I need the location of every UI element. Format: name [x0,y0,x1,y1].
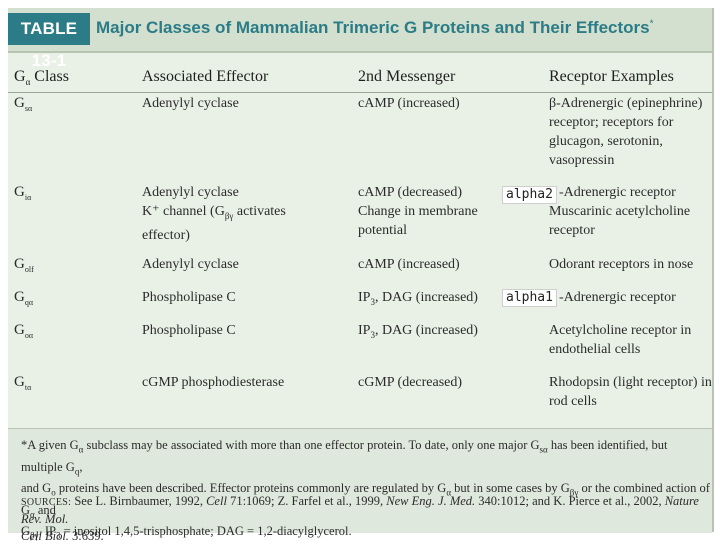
row-2-receptor: -Adrenergic receptor Muscarinic acetylcho… [549,185,691,238]
table-frame: TABLE 13-1 Major Classes of Mammalian Tr… [8,8,714,543]
column-header-class: Gα Class [14,68,69,88]
sources: SOURCES: See L. Birnbaumer, 1992, Cell 7… [21,494,699,543]
row-3-receptor: Odorant receptors in nose [549,257,694,272]
row-4-class: Gqα [14,289,34,307]
overlay-label-alpha2: alpha2 [502,186,557,204]
row-6-effector: cGMP phosphodiesterase [142,375,285,390]
row-4-effector: Phospholipase C [142,290,236,305]
row-6-messenger: cGMP (decreased) [358,375,463,390]
row-2-messenger: cAMP (decreased) Change in membrane potent… [358,185,478,238]
footnote: *A given Gα subclass may be associated w… [21,438,710,541]
row-4-messenger: IP3, DAG (increased) [358,290,478,307]
row-1-messenger: cAMP (increased) [358,96,460,111]
row-1-effector: Adenylyl cyclase [142,96,239,111]
table-number-badge: TABLE 13-1 [8,13,90,70]
title-bar: TABLE 13-1 Major Classes of Mammalian Tr… [8,8,712,70]
row-2-class: Giα [14,184,32,202]
column-header-effector: Associated Effector [142,68,269,85]
column-header-messenger: 2nd Messenger [358,68,456,85]
row-6-class: Gtα [14,374,32,392]
row-3-class: Golf [14,256,34,274]
header-divider [8,92,712,93]
footnote-area: *A given Gα subclass may be associated w… [8,428,712,543]
row-5-class: Goα [14,322,34,340]
row-1-class: Gsα [14,95,33,113]
column-header-receptor: Receptor Examples [549,68,674,85]
row-3-messenger: cAMP (increased) [358,257,460,272]
table-title: Major Classes of Mammalian Trimeric G Pr… [96,18,654,37]
row-6-receptor: Rhodopsin (light receptor) in rod cells [549,375,712,409]
row-3-effector: Adenylyl cyclase [142,257,239,272]
row-4-receptor: -Adrenergic receptor [559,290,676,305]
overlay-label-alpha1: alpha1 [502,289,557,307]
row-5-messenger: IP3, DAG (increased) [358,323,478,340]
row-1-receptor: β-Adrenergic (epinephrine) receptor; rece… [549,96,703,168]
row-5-effector: Phospholipase C [142,323,236,338]
row-5-receptor: Acetylcholine receptor in endothelial cel… [549,323,692,357]
row-2-effector: Adenylyl cyclase K⁺ channel (Gβγ activat… [142,185,286,243]
